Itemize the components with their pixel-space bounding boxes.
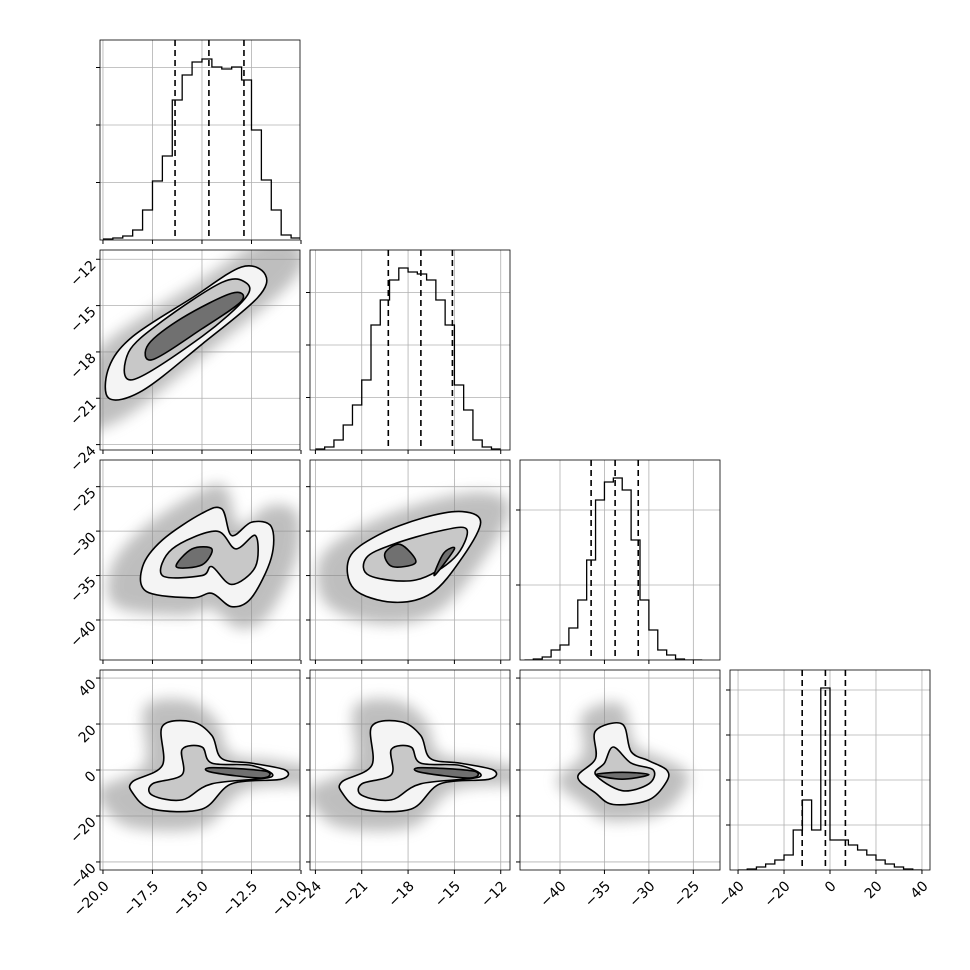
histogram: [738, 687, 922, 870]
panel: [96, 39, 302, 244]
histogram: [315, 267, 501, 450]
contour: [147, 744, 274, 802]
contour: [433, 546, 456, 577]
plot-area: [730, 670, 930, 870]
contour: [594, 746, 656, 792]
plot-area: [520, 460, 720, 660]
plot-area: [100, 670, 300, 870]
histogram: [524, 477, 703, 660]
x-tick-label: −18: [386, 878, 418, 910]
x-tick-label: 0: [822, 878, 840, 896]
panel-frame: [729, 669, 931, 871]
y-tick-label: −12: [67, 258, 99, 290]
plot-area: [100, 250, 300, 450]
contour: [144, 291, 245, 361]
panel-frame: [99, 249, 301, 451]
plot-area: [310, 670, 510, 870]
panel-frame: [519, 459, 721, 661]
y-tick-label: −25: [67, 485, 99, 517]
contour: [357, 744, 482, 802]
y-tick-label: −15: [67, 304, 99, 336]
panel: −24−21−18−15−12: [293, 669, 511, 911]
panel-frame: [99, 459, 301, 661]
y-tick-label: −18: [67, 350, 99, 382]
x-tick-label: −35: [582, 878, 614, 910]
contour: [204, 766, 271, 779]
contour: [383, 543, 417, 568]
histogram: [102, 58, 300, 240]
plot-area: [520, 670, 720, 870]
y-tick-label: 20: [76, 722, 100, 746]
panel: [306, 249, 511, 454]
panel: [306, 459, 511, 664]
panel: −40 −35 −30 −25: [67, 459, 302, 664]
x-tick-label: −40: [537, 878, 569, 910]
x-tick-label: −40: [715, 878, 747, 910]
contour: [175, 545, 213, 569]
x-tick-label: −12.5: [219, 878, 261, 920]
x-tick-label: −12: [478, 878, 510, 910]
plot-area: [310, 460, 510, 660]
panel-frame: [99, 669, 301, 871]
x-tick-label: −17.5: [120, 878, 162, 920]
x-tick-label: −15: [432, 878, 464, 910]
y-tick-label: −30: [67, 529, 99, 561]
x-tick-label: −21: [339, 878, 371, 910]
y-tick-label: −20: [67, 814, 99, 846]
contour: [594, 771, 650, 780]
plot-area: [100, 460, 300, 660]
x-tick-label: −20: [761, 878, 793, 910]
panel-frame: [309, 459, 511, 661]
plot-area: [100, 40, 300, 240]
y-tick-label: −21: [67, 397, 99, 429]
panel-frame: [99, 39, 301, 241]
panel-frame: [309, 249, 511, 451]
y-tick-label: −24: [67, 443, 99, 475]
panel: −24 −21 −18 −15 −12: [67, 249, 302, 475]
panel: −40 −35 −30 −25: [516, 669, 721, 911]
x-tick-label: −25: [671, 878, 703, 910]
contour: [413, 766, 480, 779]
panel: −40 −20 0 20 40: [715, 669, 932, 911]
x-tick-label: −30: [626, 878, 658, 910]
panel-frame: [519, 669, 721, 871]
panel-frame: [309, 669, 511, 871]
y-tick-label: −35: [67, 574, 99, 606]
x-tick-label: −15.0: [170, 878, 212, 920]
y-tick-label: −40: [67, 618, 99, 650]
y-tick-label: 40: [76, 676, 100, 700]
x-tick-label: 20: [862, 878, 886, 902]
panel: [516, 459, 721, 664]
y-tick-label: 0: [82, 768, 100, 786]
plot-area: [310, 250, 510, 450]
x-tick-label: 40: [908, 878, 932, 902]
